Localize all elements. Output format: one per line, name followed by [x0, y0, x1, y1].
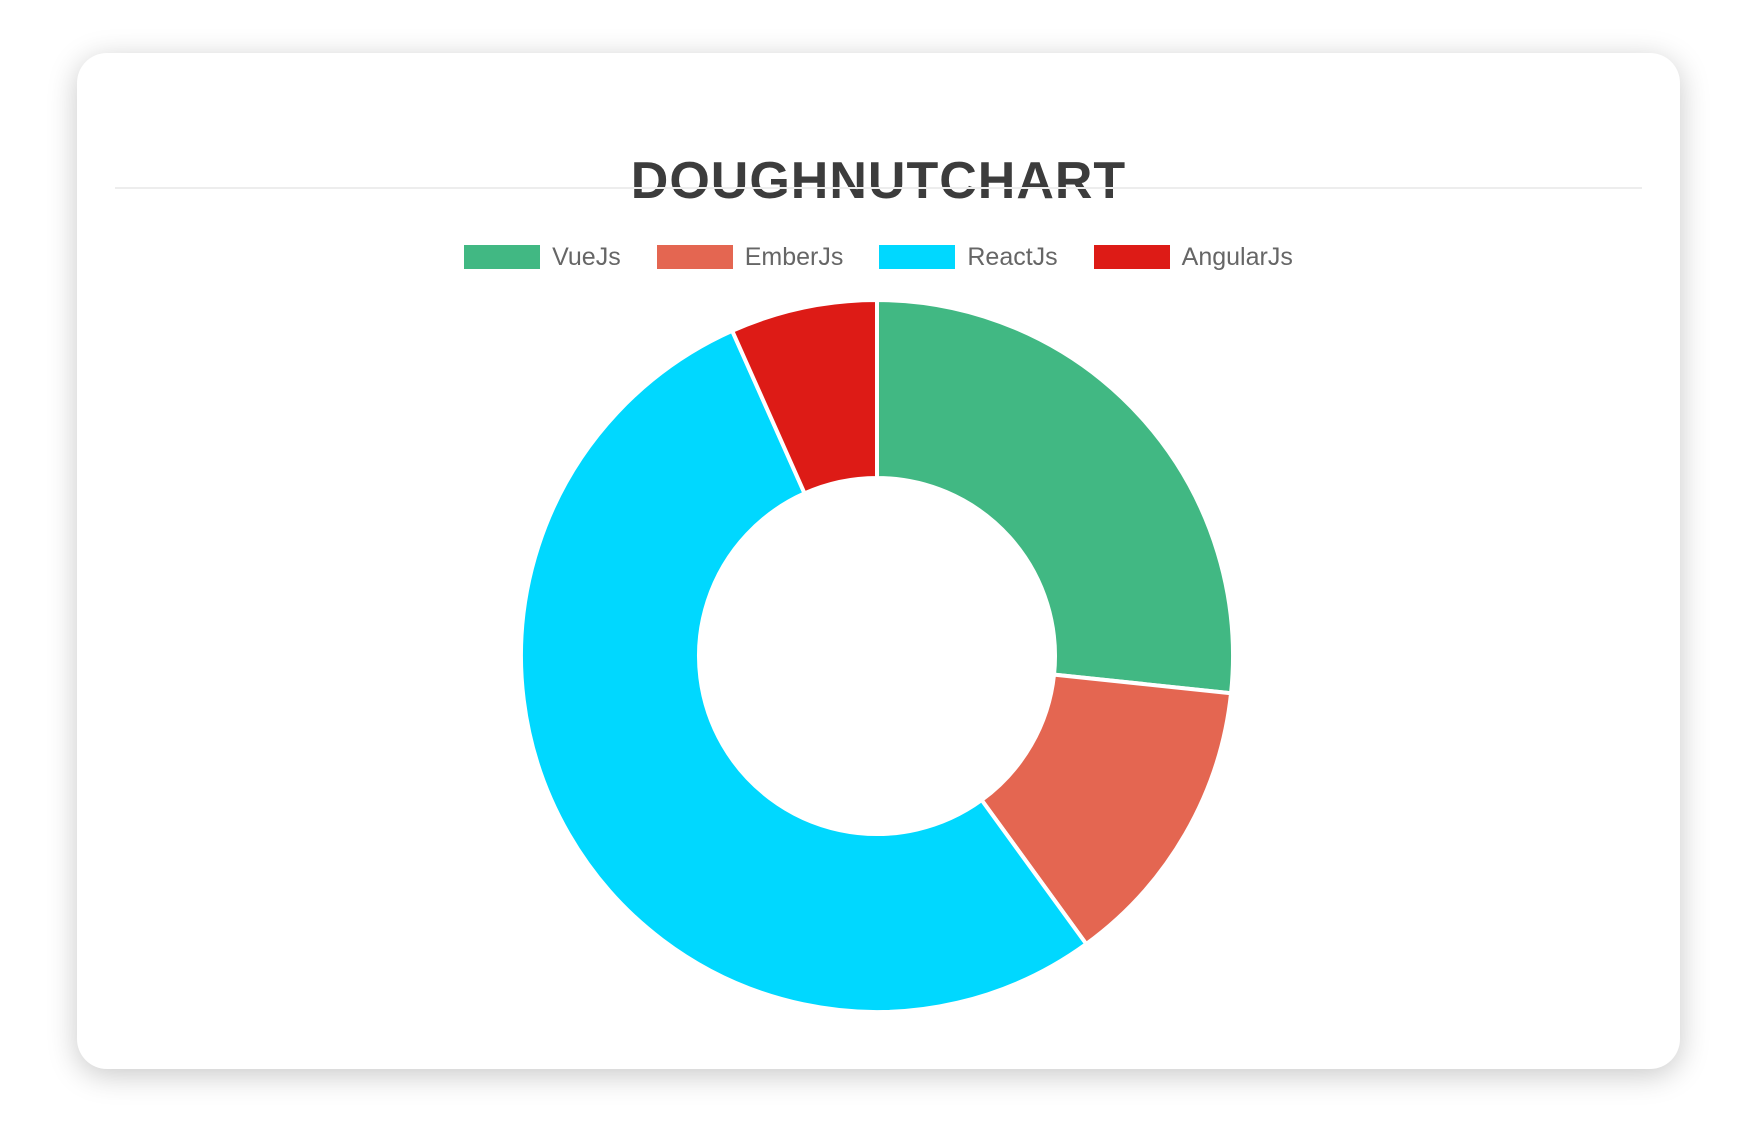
chart-card: DOUGHNUTCHART VueJs EmberJs ReactJs Angu… [77, 53, 1680, 1069]
legend-item-label: EmberJs [744, 243, 844, 271]
doughnut-slice-angularjs[interactable] [730, 298, 879, 496]
legend-item-label: ReactJs [967, 243, 1058, 271]
legend-item-label: VueJs [552, 243, 621, 271]
doughnut-slice-emberjs[interactable] [979, 672, 1234, 947]
doughnut-slice-reactjs[interactable] [519, 328, 1089, 1014]
chart-legend: VueJs EmberJs ReactJs AngularJs [77, 243, 1680, 271]
legend-item-vuejs[interactable]: VueJs [464, 243, 621, 271]
legend-swatch [1093, 245, 1170, 269]
title-divider [115, 187, 1642, 189]
legend-swatch [879, 245, 956, 269]
doughnut-slice-vuejs[interactable] [875, 298, 1235, 696]
chart-title: DOUGHNUTCHART [630, 151, 1127, 210]
legend-item-reactjs[interactable]: ReactJs [879, 243, 1058, 271]
doughnut-chart-area [517, 296, 1237, 1016]
legend-swatch [464, 245, 541, 269]
legend-item-angularjs[interactable]: AngularJs [1093, 243, 1293, 271]
legend-item-emberjs[interactable]: EmberJs [656, 243, 844, 271]
legend-item-label: AngularJs [1181, 243, 1293, 271]
legend-swatch [656, 245, 733, 269]
doughnut-chart-canvas[interactable] [517, 296, 1237, 1016]
